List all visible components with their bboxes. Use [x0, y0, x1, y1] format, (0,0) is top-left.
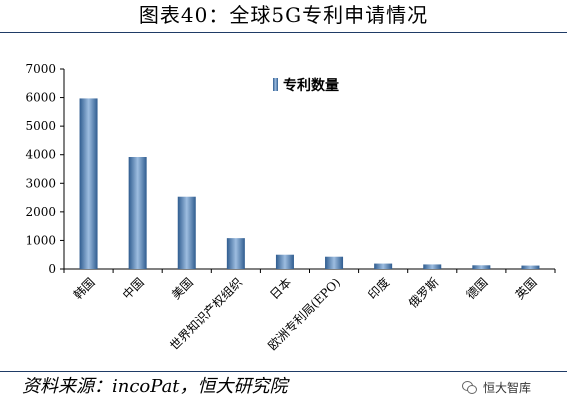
y-tick-label: 7000 [25, 62, 56, 76]
bar [374, 263, 393, 269]
x-tick-label: 英国 [513, 275, 540, 302]
x-tick-label: 日本 [267, 275, 294, 302]
legend-label: 专利数量 [283, 77, 339, 94]
x-tick-label: 德国 [463, 275, 491, 303]
bar-chart: 0 1000 2000 3000 4000 5000 6000 7000 韩国 中国 美国世界知识… [25, 62, 556, 353]
source-note: 资料来源：incoPat，恒大研究院 [22, 376, 288, 397]
y-axis: 0 1000 2000 3000 4000 5000 6000 7000 [25, 62, 65, 276]
y-tick-label: 2000 [25, 205, 56, 219]
y-tick-label: 6000 [25, 91, 56, 105]
bars [79, 98, 540, 269]
watermark-label: 恒大智库 [483, 380, 532, 395]
chart-area: 0 1000 2000 3000 4000 5000 6000 7000 韩国 中国 美国 世界知识… [0, 34, 567, 370]
x-tick-label: 印度 [365, 275, 393, 303]
bar [79, 98, 98, 269]
watermark: 恒大智库 [462, 376, 531, 398]
x-tick-label: 中国 [119, 275, 147, 303]
chart-title: 图表40：全球5G专利申请情况 [138, 3, 429, 27]
x-tick-label: 韩国 [70, 275, 98, 303]
y-tick-label: 3000 [25, 176, 56, 190]
bar [226, 238, 245, 269]
wechat-icon [462, 380, 478, 394]
y-tick-label: 5000 [25, 119, 56, 133]
x-tick-label: 美国 [169, 275, 196, 302]
y-tick-label: 4000 [25, 148, 56, 162]
bar [275, 254, 294, 269]
bar [177, 196, 196, 269]
y-tick-label: 1000 [25, 233, 56, 247]
bar [128, 157, 147, 269]
bar [423, 264, 442, 269]
footer-divider [0, 371, 567, 372]
bar [521, 265, 540, 269]
y-tick-label: 0 [48, 262, 56, 276]
legend-swatch [273, 78, 278, 91]
bar [472, 265, 491, 269]
legend: 专利数量 [273, 77, 339, 94]
title-divider [0, 32, 567, 33]
bar [325, 256, 344, 269]
x-tick-label: 俄罗斯 [406, 275, 441, 310]
